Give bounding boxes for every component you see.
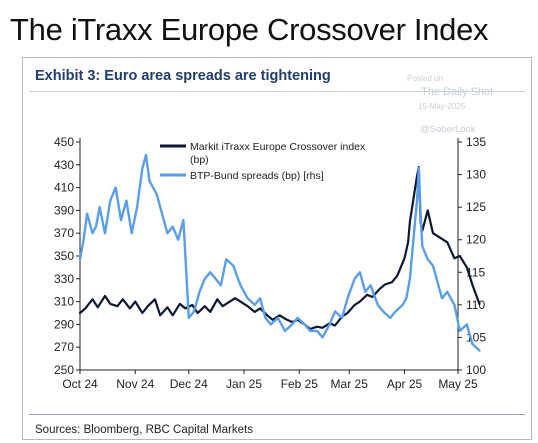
right-tick-label: 100 [466,363,486,377]
watermark-posted-on: Posted on [407,74,444,83]
chart-legend: Markit iTraxx Europe Crossover index(bp)… [160,141,366,182]
left-tick-label: 310 [54,295,74,309]
right-tick-label: 135 [466,135,486,149]
right-tick-label: 115 [466,265,485,279]
page-headline: The iTraxx Europe Crossover Index [10,12,489,47]
left-tick-label: 370 [54,226,74,240]
x-tick-label: Apr 25 [387,377,423,391]
x-tick-label: May 25 [438,377,478,391]
left-tick-label: 270 [54,340,74,354]
chart-series [78,153,481,352]
x-tick-label: Oct 24 [62,377,98,391]
watermark-publisher: The Daily Shot [421,86,494,98]
right-tick-label: 125 [466,200,486,214]
right-tick-label: 130 [466,168,486,182]
watermark-date: 15-May-2025 [418,102,466,111]
left-tick-label: 330 [54,272,74,286]
exhibit-panel: Exhibit 3: Euro area spreads are tighten… [22,57,532,440]
chart-axes: 2502702903103303503703904104304501001051… [54,135,486,391]
x-tick-label: Nov 24 [116,377,154,391]
x-tick-label: Mar 25 [331,377,369,391]
left-tick-label: 290 [54,317,74,331]
left-tick-label: 410 [54,181,74,195]
series-line-btp [78,153,481,352]
x-tick-label: Feb 25 [281,377,319,391]
legend-label-itraxx: Markit iTraxx Europe Crossover index [190,141,366,153]
legend-label-btp: BTP-Bund spreads (bp) [rhs] [190,170,324,182]
right-tick-label: 120 [466,233,486,247]
left-tick-label: 350 [54,249,74,263]
x-tick-label: Jan 25 [226,377,262,391]
x-tick-label: Dec 24 [170,377,208,391]
left-tick-label: 450 [54,135,74,149]
right-tick-label: 110 [466,298,485,312]
legend-label-itraxx-unit: (bp) [190,154,209,166]
source-divider [29,414,525,415]
left-tick-label: 390 [54,203,74,217]
exhibit-divider [29,91,525,92]
left-tick-label: 430 [54,158,74,172]
exhibit-title: Exhibit 3: Euro area spreads are tighten… [35,68,331,84]
watermark-handle: @SoberLook [420,124,476,135]
source-note: Sources: Bloomberg, RBC Capital Markets [35,424,253,436]
left-tick-label: 250 [54,363,74,377]
